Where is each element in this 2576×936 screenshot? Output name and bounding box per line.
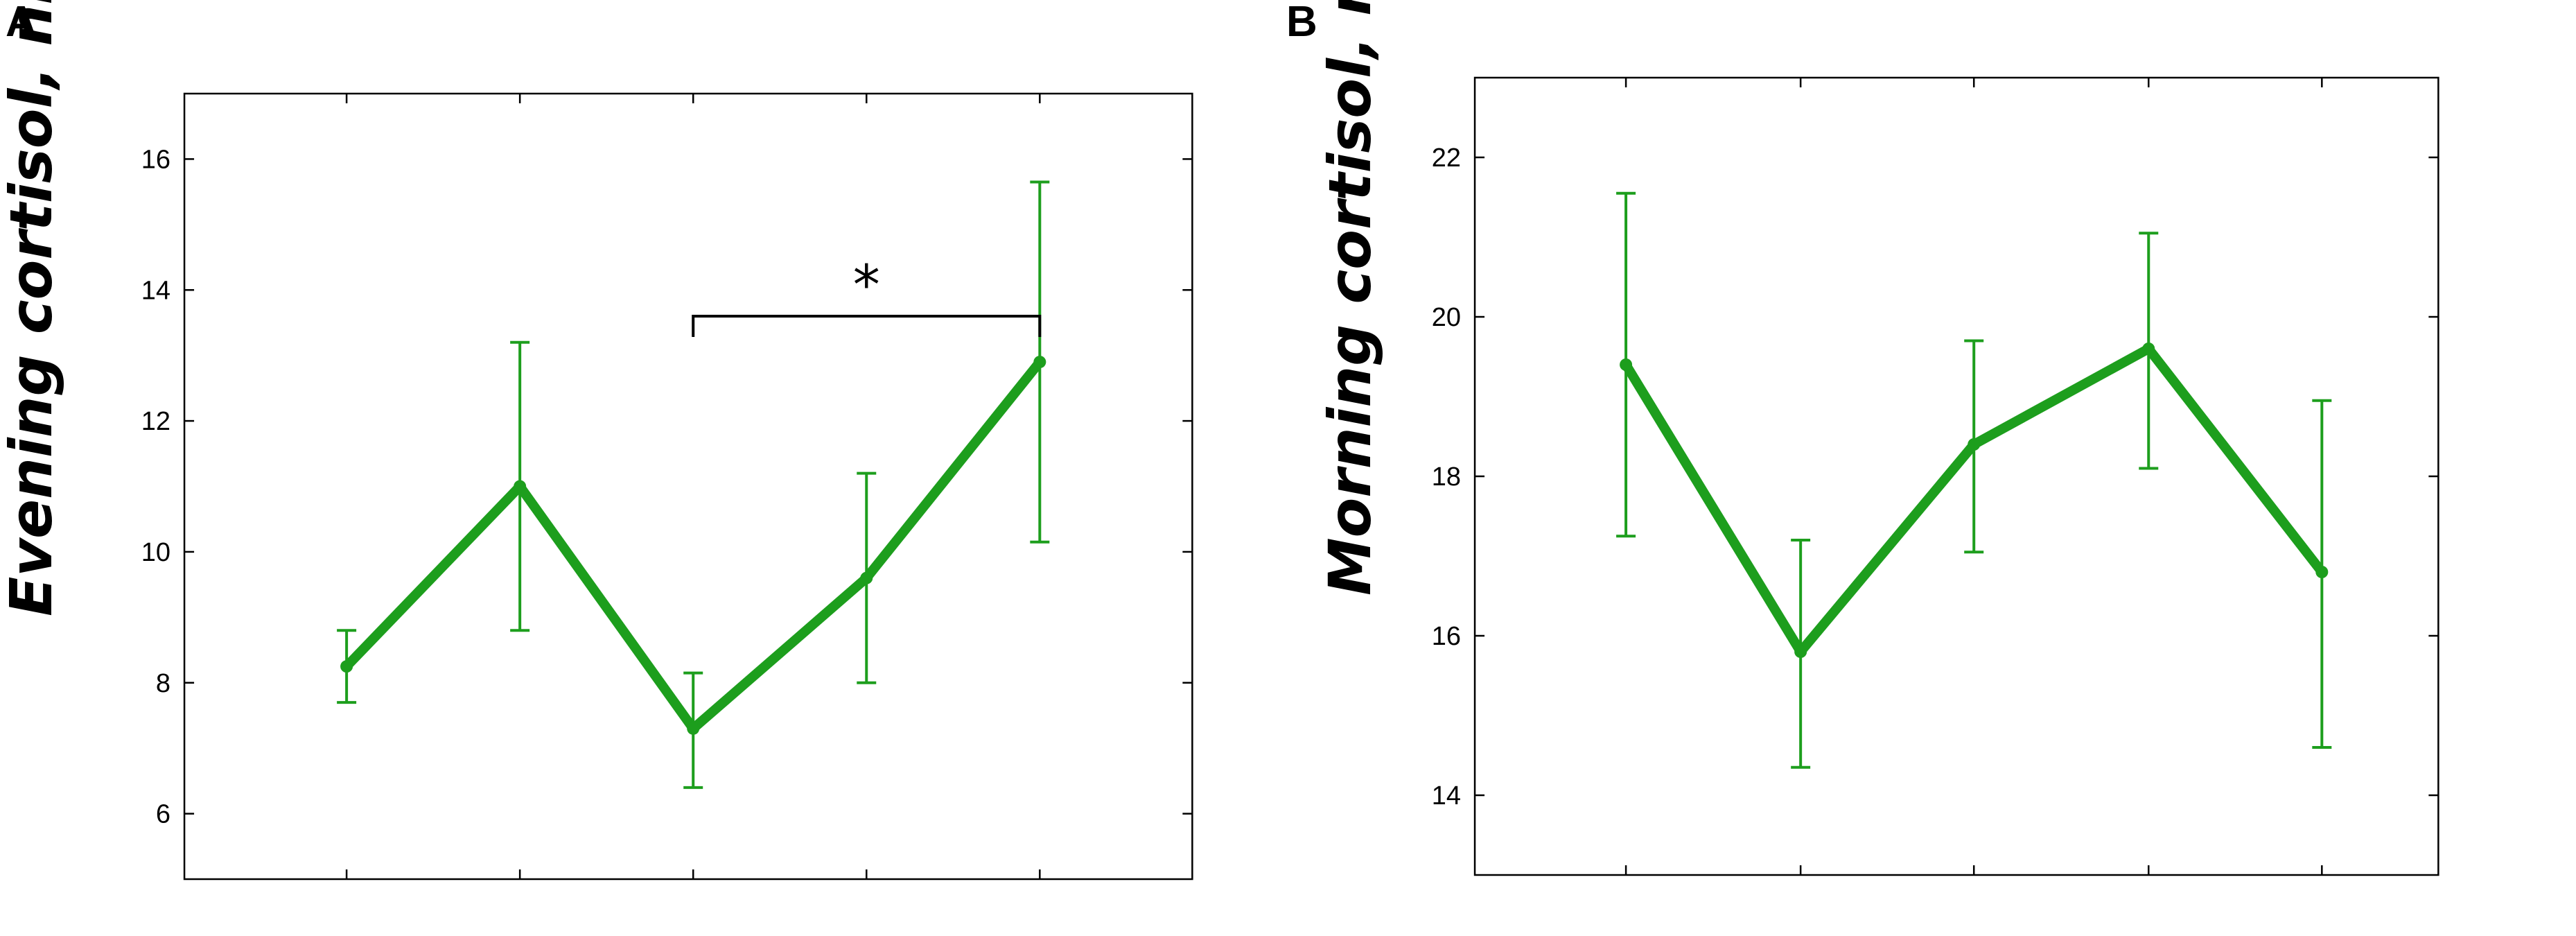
significance-bracket [692, 315, 1042, 338]
panel-b: B Morning cortisol, nmol/l 1416182022B-1… [1286, 0, 2576, 936]
x-tick-label: B-1 [313, 935, 380, 936]
panel-a-chart: 6 8 10 12 14 16 B-1 DI3 DI10 DI19 R+1 * [141, 92, 1193, 936]
x-tick-label: R+1 [998, 935, 1081, 936]
y-tick-label: 18 [1432, 462, 1461, 492]
panel-a-plot-frame [183, 92, 1193, 881]
panel-a-plot-group: 6 8 10 12 14 16 B-1 DI3 DI10 DI19 R+1 * [141, 92, 1193, 936]
panel-b-letter: B [1286, 0, 1317, 46]
data-point [687, 722, 700, 735]
y-tick-label: 10 [141, 538, 170, 567]
x-tick-label: DI19 [820, 935, 913, 936]
data-point [2142, 343, 2155, 355]
data-point [1968, 438, 1981, 451]
x-tick-label: DI3 [486, 935, 554, 936]
data-point [514, 480, 527, 493]
x-tick-label: R+1 [2280, 935, 2363, 936]
y-tick-label: 6 [156, 800, 170, 829]
y-tick-label: 8 [156, 669, 170, 698]
x-tick-label: DI3 [1767, 935, 1835, 936]
data-point [1620, 358, 1633, 371]
panel-b-plot-group: 14 16 18 20 22 B-1 DI3 DI10 DI19 R+1 [1432, 76, 2439, 936]
y-tick-label: 12 [141, 407, 170, 436]
data-point [860, 571, 873, 584]
y-tick-label: 14 [141, 276, 170, 305]
x-tick-label: B-1 [1592, 935, 1659, 936]
significance-marker: * [853, 254, 880, 317]
panel-a: A Evening cortisol, nmol/l 6810121416B-1… [0, 0, 1193, 936]
panel-a-letter: A [6, 0, 37, 46]
data-point [1033, 356, 1046, 369]
data-point [340, 660, 353, 673]
y-tick-label: 16 [1432, 622, 1461, 651]
x-tick-label: DI10 [1927, 935, 2021, 936]
y-tick-label: 16 [141, 145, 170, 174]
x-tick-label: DI10 [647, 935, 740, 936]
panel-b-plot-frame [1473, 76, 2439, 876]
x-tick-label: DI19 [2102, 935, 2196, 936]
data-point [1794, 645, 1807, 658]
y-tick-label: 22 [1432, 144, 1461, 173]
y-tick-label: 14 [1432, 781, 1461, 811]
panel-b-chart: 14 16 18 20 22 B-1 DI3 DI10 DI19 R+1 [1432, 76, 2439, 936]
y-tick-label: 20 [1432, 303, 1461, 332]
data-point [2315, 566, 2329, 578]
